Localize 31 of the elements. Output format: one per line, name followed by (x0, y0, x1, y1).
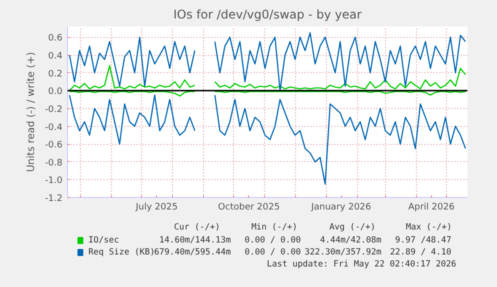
y-tick-label: 0.4 (48, 52, 63, 62)
x-tick-label: July 2025 (134, 202, 178, 212)
y-tick-label: -1.0 (44, 176, 63, 186)
text: 9.97 /48.47 (395, 236, 452, 246)
legend-label: Req Size (KB) (88, 248, 155, 258)
x-tick-label: October 2025 (218, 202, 280, 212)
legend-label: IO/sec (88, 236, 120, 246)
text: 14.60m/144.13m (159, 236, 231, 246)
text: 0.00 / 0.00 (244, 236, 301, 246)
y-tick-label: -0.4 (44, 122, 63, 133)
text: Last update: Fri May 22 02:40:17 2026 (266, 260, 456, 270)
text: 0.00 / 0.00 (244, 248, 301, 258)
y-tick-label: 0.0 (48, 87, 63, 98)
y-tick-label: -1.2 (44, 194, 62, 204)
y-tick-label: 0.2 (48, 69, 63, 80)
y-tick-label: -0.8 (44, 158, 63, 168)
y-tick-label: -0.2 (44, 104, 62, 115)
chart-title: IOs for /dev/vg0/swap - by year (173, 8, 362, 22)
y-tick-label: -0.6 (44, 140, 63, 151)
text: Avg (-/+) (329, 222, 376, 232)
x-tick-label: January 2026 (310, 202, 372, 212)
text: Min (-/+) (251, 222, 298, 232)
text: 22.89 / 4.10 (390, 248, 452, 258)
text: 679.40m/595.44m (154, 248, 231, 258)
y-axis-title: Units read (-) / write (+) (26, 52, 37, 172)
x-tick-label: April 2026 (408, 202, 455, 212)
text: 322.30m/357.92m (304, 248, 382, 258)
text: Max (-/+) (406, 222, 452, 232)
text: 4.44m/42.08m (320, 236, 382, 246)
text: Cur (-/+) (174, 222, 220, 232)
y-tick-label: 0.6 (48, 34, 63, 44)
